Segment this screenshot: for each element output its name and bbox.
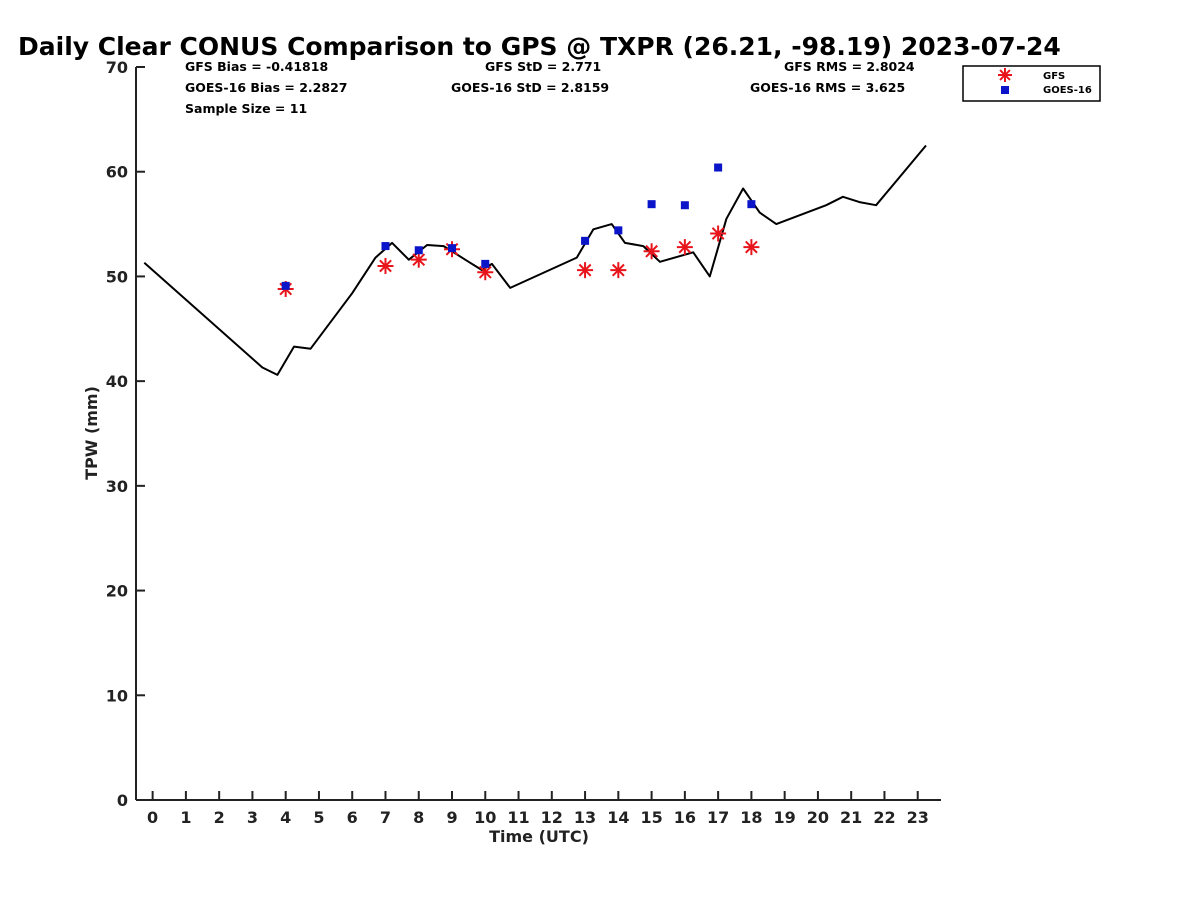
x-tick-label: 16	[674, 808, 696, 827]
x-tick-label: 5	[313, 808, 324, 827]
stat-gfs-std: GFS StD = 2.771	[485, 59, 601, 74]
x-tick-label: 22	[873, 808, 895, 827]
x-tick-label: 8	[413, 808, 424, 827]
x-tick-label: 6	[347, 808, 358, 827]
stat-goes-rms: GOES-16 RMS = 3.625	[750, 80, 905, 95]
goes16-point	[481, 259, 490, 268]
y-tick-label: 50	[106, 267, 128, 286]
goes16-point	[680, 201, 689, 210]
goes16-point	[647, 200, 656, 209]
goes16-point	[614, 226, 623, 235]
stat-goes-std: GOES-16 StD = 2.8159	[451, 80, 609, 95]
stats-block: GFS Bias = -0.41818 GOES-16 Bias = 2.282…	[185, 59, 915, 116]
y-tick-label: 20	[106, 582, 128, 601]
gps-line	[143, 144, 927, 376]
stat-sample-size: Sample Size = 11	[185, 101, 307, 116]
gfs-point	[743, 239, 760, 256]
y-tick-label: 70	[106, 58, 128, 77]
legend-gfs-label: GFS	[1043, 71, 1065, 82]
stat-goes-bias: GOES-16 Bias = 2.2827	[185, 80, 347, 95]
gfs-point	[643, 243, 660, 260]
y-tick-label: 30	[106, 477, 128, 496]
x-tick-label: 13	[574, 808, 596, 827]
x-tick-label: 3	[247, 808, 258, 827]
x-tick-label: 15	[640, 808, 662, 827]
x-tick-label: 11	[507, 808, 529, 827]
x-tick-label: 21	[840, 808, 862, 827]
goes16-point	[281, 281, 290, 290]
gfs-point	[676, 239, 693, 256]
y-tick-label: 0	[117, 791, 128, 810]
x-tick-label: 7	[380, 808, 391, 827]
legend-goes-label: GOES-16	[1043, 85, 1092, 96]
chart-title: Daily Clear CONUS Comparison to GPS @ TX…	[18, 32, 1061, 61]
x-tick-label: 23	[907, 808, 929, 827]
goes16-point	[581, 236, 590, 245]
y-tick-label: 40	[106, 372, 128, 391]
y-tick-label: 10	[106, 686, 128, 705]
x-tick-label: 17	[707, 808, 729, 827]
goes16-point	[381, 242, 390, 251]
y-axis-label: TPW (mm)	[82, 386, 101, 480]
x-tick-label: 20	[807, 808, 829, 827]
x-axis-label: Time (UTC)	[489, 827, 589, 846]
x-tick-label: 12	[541, 808, 563, 827]
x-tick-label: 14	[607, 808, 629, 827]
x-tick-label: 4	[280, 808, 291, 827]
y-tick-label: 60	[106, 163, 128, 182]
goes16-point	[448, 244, 457, 253]
gfs-point	[610, 262, 627, 279]
legend-box	[962, 65, 1101, 102]
x-tick-label: 10	[474, 808, 496, 827]
gfs-point	[377, 257, 394, 274]
x-tick-label: 9	[446, 808, 457, 827]
x-tick-label: 19	[774, 808, 796, 827]
goes16-point	[747, 200, 756, 209]
gfs-point	[410, 251, 427, 268]
stat-gfs-bias: GFS Bias = -0.41818	[185, 59, 328, 74]
legend-gfs-asterisk	[998, 68, 1012, 82]
legend: GFS GOES-16	[962, 65, 1101, 102]
legend-goes-marker	[1001, 86, 1009, 94]
x-tick-label: 0	[147, 808, 158, 827]
x-tick-label: 18	[740, 808, 762, 827]
gfs-point	[710, 225, 727, 242]
goes16-point	[414, 246, 423, 255]
legend-gfs-marker	[998, 68, 1012, 82]
stat-gfs-rms: GFS RMS = 2.8024	[784, 59, 915, 74]
goes16-point	[714, 163, 723, 172]
plot-area	[143, 144, 927, 376]
x-tick-label: 1	[180, 808, 191, 827]
x-tick-label: 2	[214, 808, 225, 827]
gfs-point	[577, 262, 594, 279]
